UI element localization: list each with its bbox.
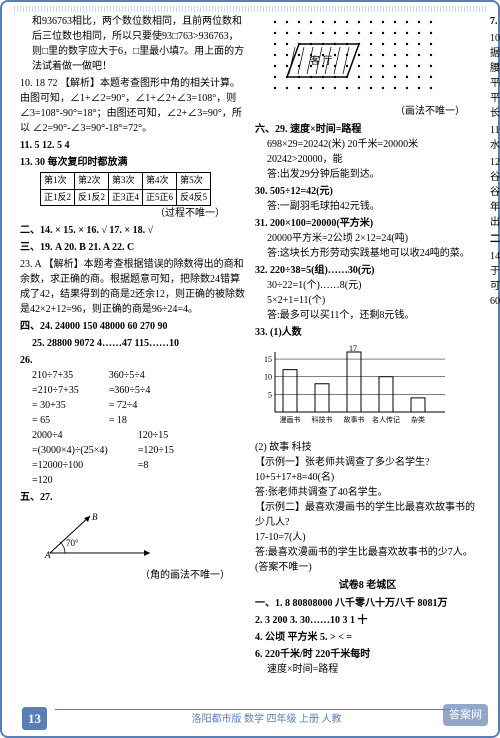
page-number: 13 [22, 707, 47, 731]
section-5-27: 五、27. [20, 490, 245, 505]
paragraph: 和936763相比，两个数位数相同，且前两位数和后三位数也相同，所以只要使93□… [20, 14, 245, 74]
solution-14: 14. × 【解析】本题考查用两个锐角拼角。锐角是大于0°小于90°的角，用两个… [490, 249, 500, 309]
answers-7-9: 7. 521 8. 30 9. 4 9 9 [490, 14, 500, 29]
svg-text:名人传记: 名人传记 [372, 415, 400, 424]
solution-11: 11. 甲 299÷13=23(元)，624÷26=24(元)，23<24，甲水… [490, 123, 500, 153]
section-4-24: 四、24. 24000 150 48000 60 270 90 [20, 319, 245, 334]
problem-33: 33. (1)人数 5101517漫画书科技书故事书名人传记杂类 (2) 故事 … [255, 325, 480, 575]
svg-text:B: B [92, 512, 98, 522]
paper-8-title: 试卷8 老城区 [255, 578, 480, 593]
bar-chart: 5101517漫画书科技书故事书名人传记杂类 [255, 340, 445, 435]
svg-text:漫画书: 漫画书 [280, 415, 301, 424]
solution-23: 23. A 【解析】本题考查根据错误的除数得出的商和余数，求正确的商。根据题意可… [20, 257, 245, 317]
answer-25: 25. 28800 9072 4……47 115……10 [20, 336, 245, 351]
solution-10: 10. 18 72 【解析】本题考查图形中角的相关计算。由图可知，∠1+∠2=9… [20, 76, 245, 136]
problem-30: 30. 505÷12=42(元) 答:一副羽毛球拍42元钱。 [255, 184, 480, 214]
svg-text:杂类: 杂类 [411, 415, 425, 424]
section-2-13: 二、13. √ [490, 232, 500, 247]
dot-grid-figure: 客 厅 （画法不唯一） [255, 14, 480, 119]
section-2: 二、14. × 15. × 16. √ 17. × 18. √ [20, 223, 245, 238]
svg-text:A: A [44, 550, 51, 560]
section-3: 三、19. A 20. B 21. A 22. C [20, 240, 245, 255]
answer-13: 13. 30 每次复印时都放满 [20, 155, 245, 170]
problem-32: 32. 220÷38=5(组)……30(元) 30÷22=1(个)……8(元) … [255, 263, 480, 323]
answers-11-12: 11. 5 12. 5 4 [20, 138, 245, 153]
svg-text:15: 15 [264, 355, 272, 364]
svg-text:10: 10 [264, 373, 272, 382]
table-prints: 第1次第2次第3次第4次第5次 正1反2反1反2正3正4正5正6反4反5 （过程… [20, 172, 245, 221]
svg-text:故事书: 故事书 [344, 415, 365, 424]
angle-figure: A B 70° （角的画法不唯一） [20, 508, 245, 583]
problem-26: 26. 210÷7+35=210÷7+35= 30+35= 65 360÷5÷4… [20, 353, 245, 488]
watermark: 答案网 [443, 704, 488, 727]
answer-6: 6. 220千米/时 220千米每时 速度×时间=路程 [255, 647, 480, 677]
wave-decoration [12, 6, 488, 12]
answer-1: 一、1. 8 80808000 八千零八十万八千 8081万 [255, 596, 480, 611]
footer: 13 洛阳都市版 数学 四年级 上册 人教 [22, 707, 478, 731]
svg-text:70°: 70° [66, 538, 79, 548]
footer-text: 洛阳都市版 数学 四年级 上册 人教 [55, 709, 478, 727]
solution-10b: 10. 48 【解析】本题考查等腰梯形腰长的计算。根据题意，一个等腰梯形的周长是… [490, 31, 500, 121]
svg-text:5: 5 [268, 390, 272, 399]
answers-2-3: 2. 3 200 3. 30……10 3 1 十 [255, 613, 480, 628]
svg-text:客 厅: 客 厅 [310, 54, 333, 67]
problem-31: 31. 200×100=20000(平方米) 20000平方米=2公顷 2×12… [255, 216, 480, 261]
svg-text:科技书: 科技书 [312, 415, 333, 424]
answers-4-5: 4. 公顷 平方米 5. > < = [255, 630, 480, 645]
solution-12: 12. 排长 【解析】本题考查数学广角——优化。要谷谷获得最后的胜利，则谷谷要赢… [490, 155, 500, 230]
problem-29: 六、29. 速度×时间=路程 698×29=20242(米) 20千米=2000… [255, 122, 480, 182]
